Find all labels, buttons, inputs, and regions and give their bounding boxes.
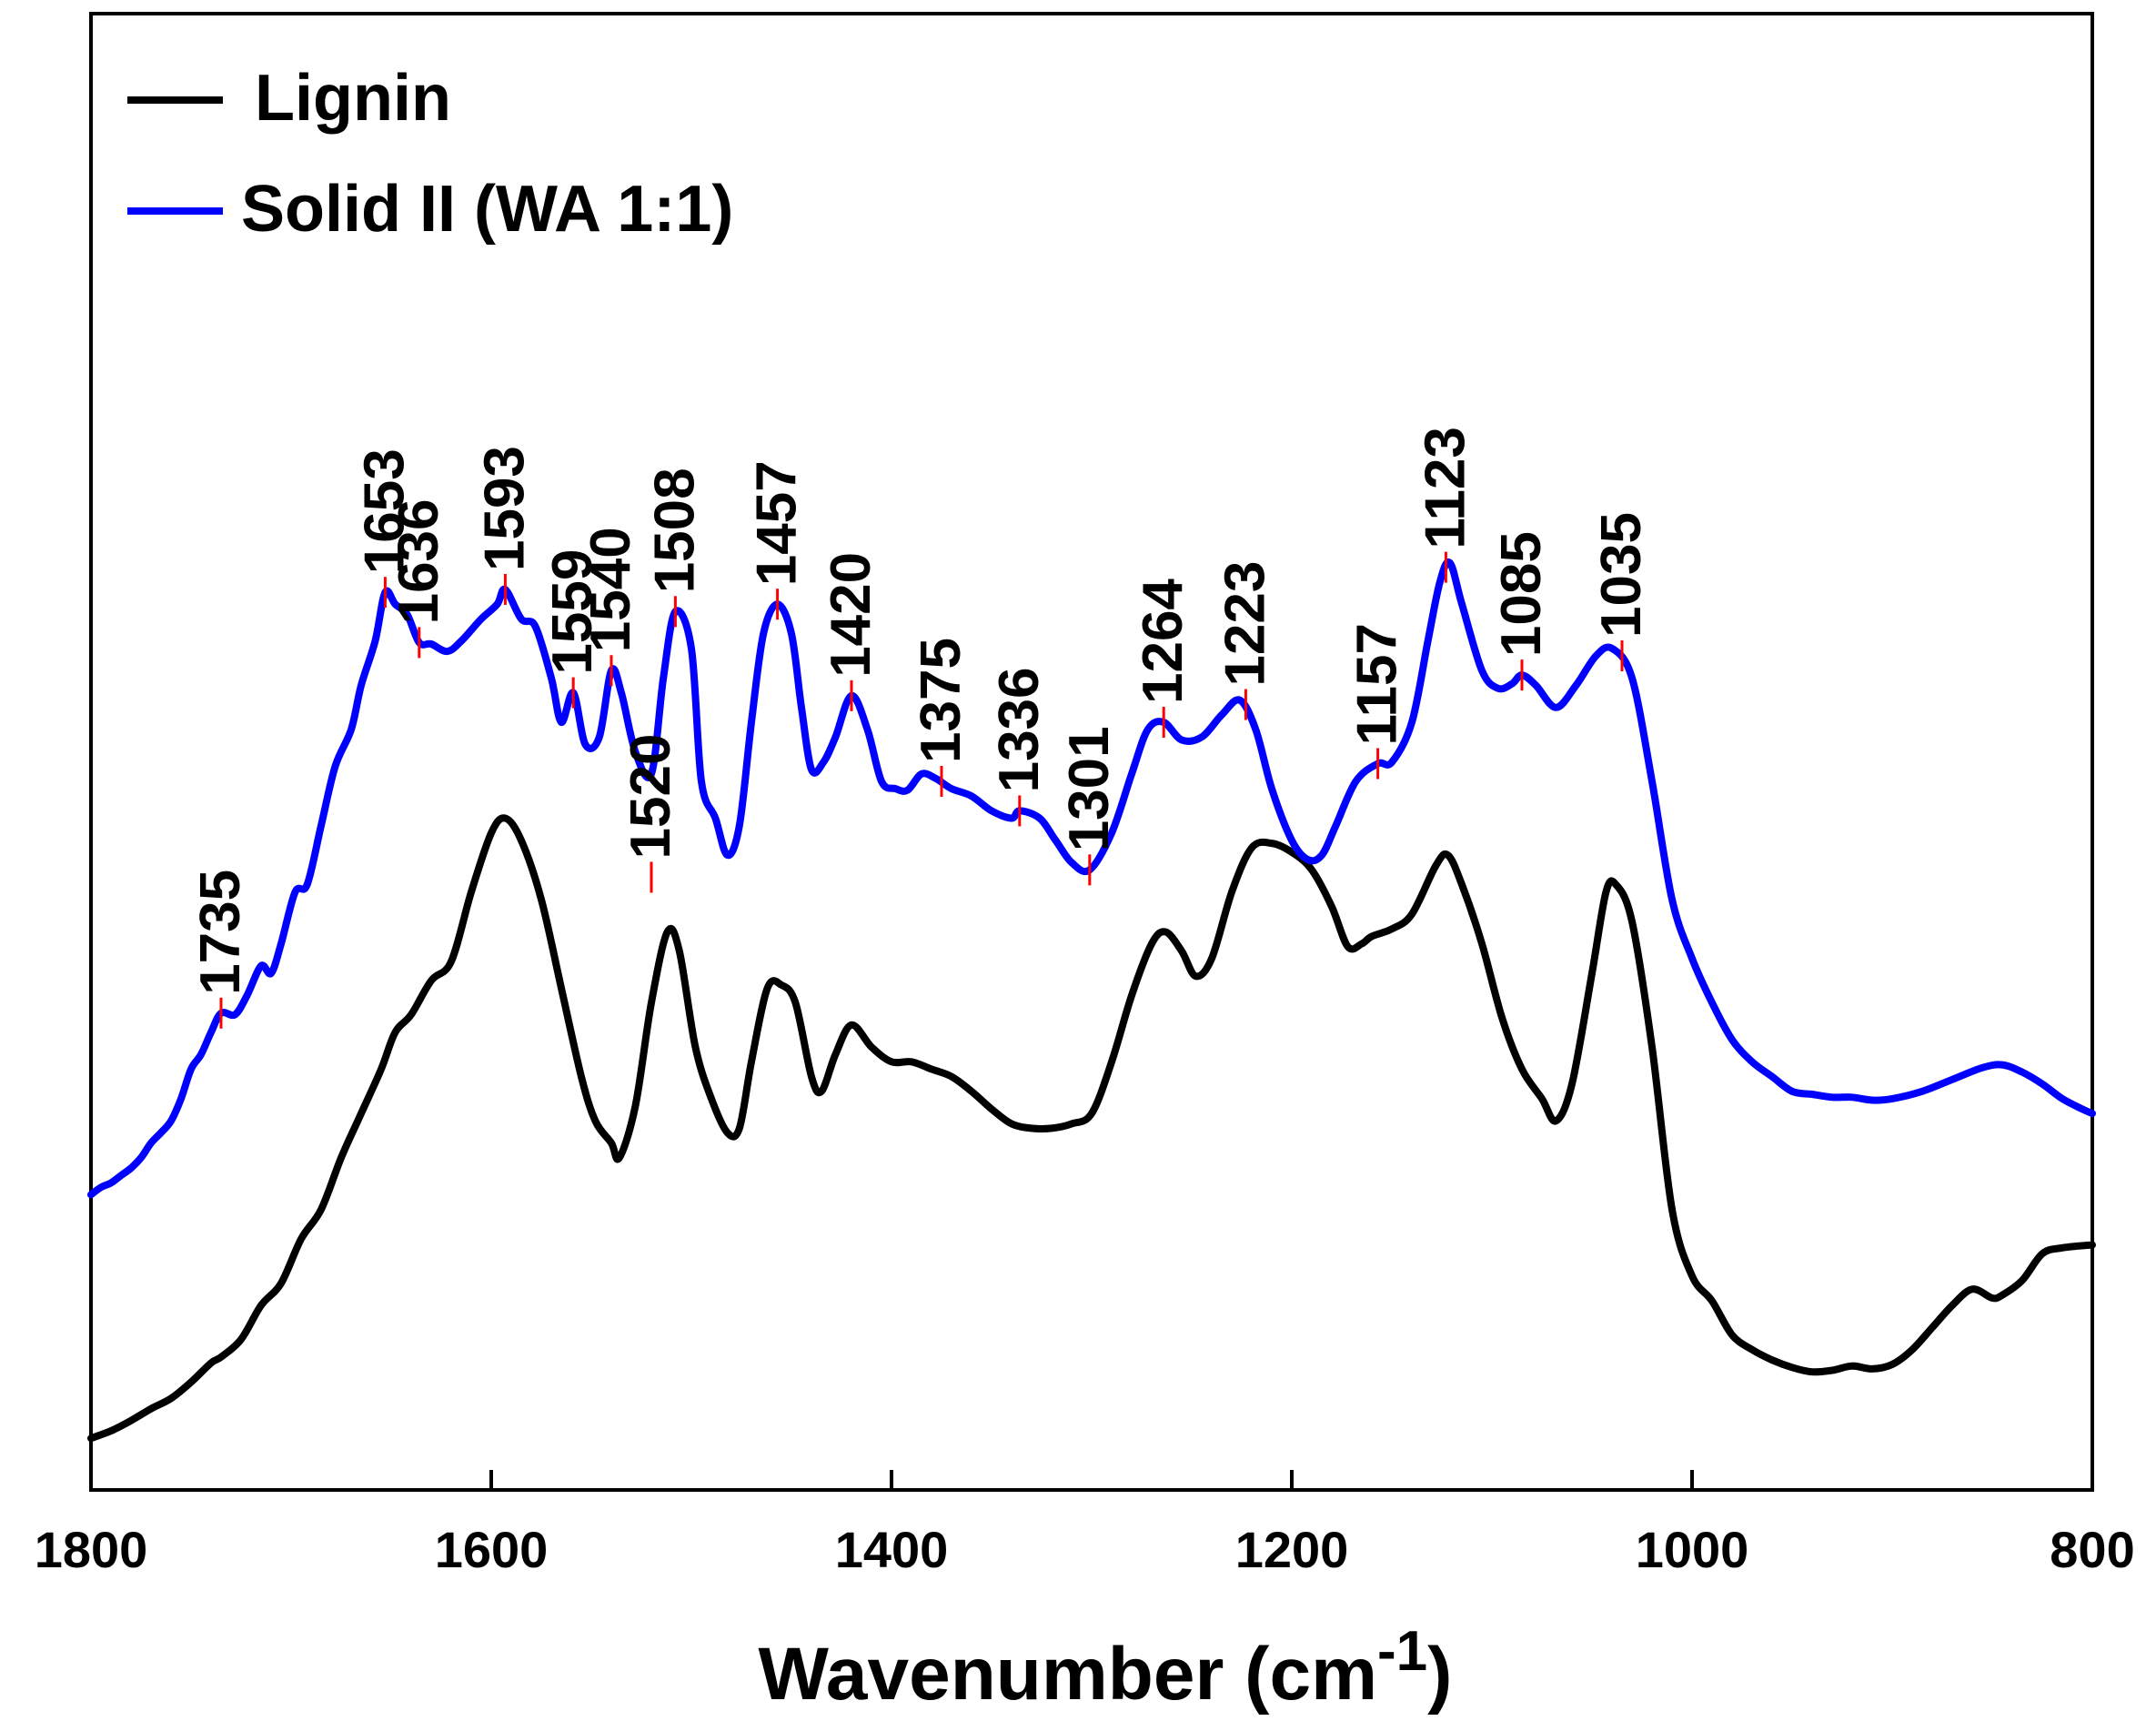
- x-tick-label-1200: 1200: [1235, 1521, 1349, 1578]
- peak-label-1559: 1559: [541, 549, 604, 675]
- legend-label-solid-ii: Solid II (WA 1:1): [241, 173, 733, 246]
- peak-label-1157: 1157: [1346, 623, 1409, 746]
- x-axis-title-superscript: -1: [1377, 1620, 1427, 1683]
- x-tick-label-1000: 1000: [1636, 1521, 1749, 1578]
- series-line-solid-ii: [87, 558, 2096, 1199]
- peak-label-1123: 1123: [1414, 427, 1476, 549]
- x-tick-label-1600: 1600: [435, 1521, 549, 1578]
- peak-label-1336: 1336: [988, 667, 1051, 792]
- peak-label-1085: 1085: [1490, 531, 1553, 657]
- peak-label-1301: 1301: [1058, 726, 1121, 851]
- plot-frame: [89, 12, 2094, 1492]
- peak-label-1735: 1735: [189, 870, 252, 995]
- legend: Lignin Solid II (WA 1:1): [127, 62, 733, 246]
- x-axis-title-main: Wavenumber (cm: [759, 1633, 1377, 1716]
- series-line-lignin: [87, 814, 2096, 1443]
- x-axis-title: Wavenumber (cm-1): [759, 1620, 1453, 1716]
- peak-label-1540: 1540: [579, 527, 642, 652]
- peak-label-1375: 1375: [910, 638, 972, 763]
- x-tick-label-1400: 1400: [835, 1521, 949, 1578]
- peak-label-1508: 1508: [643, 468, 706, 593]
- peak-label-1457: 1457: [746, 460, 809, 586]
- peak-label-1636: 1636: [388, 498, 450, 624]
- peak-label-1035: 1035: [1590, 512, 1653, 638]
- peak-label-1653: 1653: [353, 448, 416, 574]
- peak-label-1223: 1223: [1214, 561, 1276, 687]
- peak-label-1520: 1520: [620, 734, 682, 860]
- peak-label-1593: 1593: [473, 446, 536, 571]
- x-tick-label-800: 800: [2050, 1521, 2134, 1578]
- x-axis-title-close: ): [1427, 1633, 1452, 1716]
- x-axis: 1800 1600 1400 1200 1000 800: [35, 1470, 2135, 1578]
- peak-label-1420: 1420: [820, 552, 882, 678]
- peak-label-1264: 1264: [1132, 579, 1194, 704]
- legend-label-lignin: Lignin: [255, 62, 451, 135]
- x-tick-label-1800: 1800: [35, 1521, 148, 1578]
- series-group: [87, 558, 2096, 1443]
